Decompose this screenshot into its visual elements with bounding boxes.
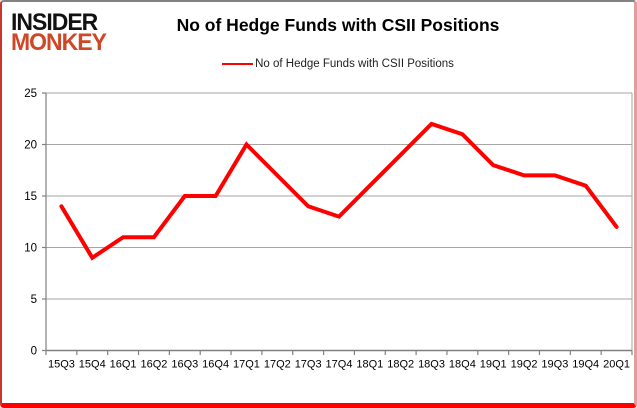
- insider-monkey-logo: INSIDER MONKEY: [11, 7, 161, 56]
- legend-label: No of Hedge Funds with CSII Positions: [255, 58, 454, 70]
- x-axis-label: 19Q4: [572, 359, 599, 371]
- x-axis-label: 18Q2: [387, 359, 414, 371]
- x-axis-label: 16Q3: [171, 359, 198, 371]
- x-axis-label: 16Q2: [140, 359, 167, 371]
- x-axis-label: 17Q2: [264, 359, 291, 371]
- chart-legend: No of Hedge Funds with CSII Positions: [2, 58, 634, 70]
- chart-title: No of Hedge Funds with CSII Positions: [176, 15, 500, 35]
- legend-line-marker: [222, 63, 254, 65]
- x-axis-label: 19Q1: [480, 359, 507, 371]
- y-axis-label: 5: [31, 294, 37, 306]
- x-axis-label: 18Q4: [449, 359, 476, 371]
- x-axis-label: 16Q1: [110, 359, 137, 371]
- logo-text-monkey: MONKEY: [11, 27, 107, 56]
- x-axis-label: 17Q3: [295, 359, 322, 371]
- x-axis-label: 20Q1: [603, 359, 630, 371]
- x-axis-label: 18Q1: [356, 359, 383, 371]
- x-axis-label: 17Q1: [233, 359, 260, 371]
- logo-text-insider: INSIDER: [11, 7, 98, 36]
- y-axis-label: 20: [24, 140, 37, 152]
- y-axis-label: 10: [24, 243, 37, 255]
- series-line-csii: [59, 121, 619, 261]
- x-axis-label: 19Q2: [511, 359, 538, 371]
- y-axis-label: 25: [24, 88, 37, 100]
- x-axis-label: 15Q4: [79, 359, 106, 371]
- y-axis-label: 15: [24, 191, 37, 203]
- x-axis-label: 16Q4: [202, 359, 229, 371]
- x-axis-label: 17Q4: [326, 359, 353, 371]
- x-axis-label: 19Q3: [541, 359, 568, 371]
- x-axis-label: 18Q3: [418, 359, 445, 371]
- x-axis-label: 15Q3: [48, 359, 75, 371]
- y-axis-label: 0: [31, 346, 37, 358]
